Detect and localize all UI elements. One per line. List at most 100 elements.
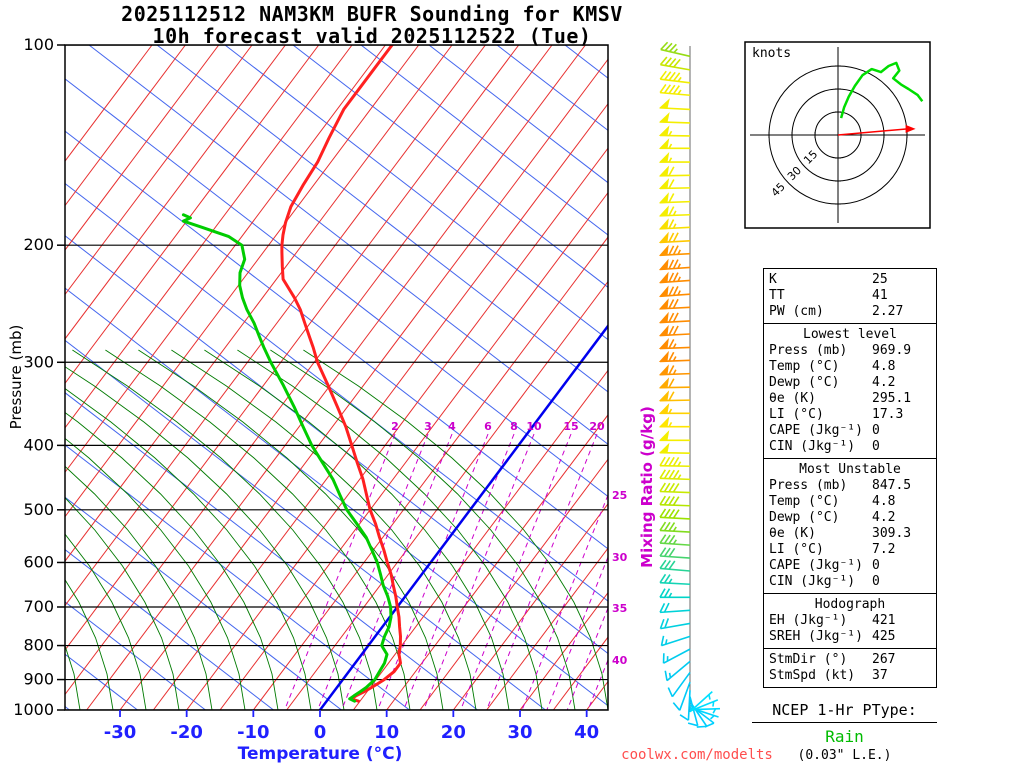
table-row-label: θe (K) (769, 526, 816, 541)
table-row-label: Dewp (°C) (769, 510, 840, 525)
table-row-label: θe (K) (769, 391, 816, 406)
svg-text:10: 10 (374, 722, 399, 743)
table-section: Lowest level Press (mb) 969.9 Temp (°C) 4.8 D… (764, 323, 936, 458)
table-row-value: 421 (872, 613, 896, 628)
wind-barb (658, 271, 691, 284)
svg-text:35: 35 (612, 602, 627, 615)
table-row: Dewp (°C) 4.2 (769, 375, 931, 391)
table-section-header: Most Unstable (799, 462, 901, 477)
svg-text:8: 8 (510, 420, 518, 433)
wind-barb (672, 681, 691, 711)
dewpoint-trace (181, 213, 393, 703)
table-row: Temp (°C) 4.8 (769, 359, 931, 375)
svg-text:15: 15 (563, 420, 578, 433)
wind-barb (658, 218, 691, 230)
table-row: Dewp (°C) 4.2 (769, 510, 931, 526)
table-row: Press (mb) 847.5 (769, 478, 931, 494)
table-row-value: 37 (872, 668, 888, 683)
table-row-value: 847.5 (872, 478, 912, 493)
wind-barb (659, 521, 691, 533)
plot-border (64, 44, 609, 711)
table-row-label: K (769, 272, 777, 287)
wind-barb (660, 41, 691, 58)
wind-barb (658, 338, 691, 350)
table-section-header: Lowest level (803, 327, 897, 342)
svg-text:10: 10 (526, 420, 542, 433)
table-row-value: 4.8 (872, 494, 896, 509)
table-row: CIN (Jkg⁻¹) 0 (769, 574, 931, 590)
table-row: StmSpd (kt) 37 (769, 668, 931, 684)
table-row-label: CAPE (Jkg⁻¹) (769, 558, 863, 573)
table-row-label: PW (cm) (769, 304, 824, 319)
table-row-label: Press (mb) (769, 478, 848, 493)
table-row-value: 2.27 (872, 304, 904, 319)
wind-barb (664, 660, 691, 682)
svg-text:20: 20 (441, 722, 466, 743)
wind-barb (658, 165, 691, 177)
wind-barb (658, 285, 691, 298)
wind-barb (658, 403, 690, 415)
wind-barb (659, 482, 691, 494)
temperature-trace (280, 45, 402, 703)
svg-text:0: 0 (314, 722, 327, 743)
wind-barb (659, 56, 691, 71)
table-row-value: 0 (872, 423, 880, 438)
svg-text:25: 25 (612, 489, 627, 502)
table-row: LI (°C) 17.3 (769, 407, 931, 423)
svg-text:600: 600 (23, 552, 54, 571)
table-row-value: 309.3 (872, 526, 912, 541)
svg-text:-10: -10 (237, 722, 270, 743)
svg-text:300: 300 (23, 352, 54, 371)
wind-barb (659, 547, 691, 559)
svg-text:20: 20 (589, 420, 605, 433)
svg-text:700: 700 (23, 597, 54, 616)
table-row: θe (K) 295.1 (769, 391, 931, 407)
table-row-label: SREH (Jkg⁻¹) (769, 629, 863, 644)
wind-barb (659, 70, 691, 84)
svg-text:30: 30 (612, 551, 628, 564)
wind-barb (659, 559, 691, 572)
hodograph-trace (839, 61, 924, 119)
hodograph-units-label: knots (752, 46, 792, 61)
table-row: Temp (°C) 4.8 (769, 494, 931, 510)
wind-barb (658, 178, 691, 190)
storm-motion-vector (837, 128, 908, 136)
table-row-label: CIN (Jkg⁻¹) (769, 439, 856, 454)
table-row-label: CIN (Jkg⁻¹) (769, 574, 856, 589)
table-row-label: LI (°C) (769, 542, 824, 557)
wind-barb (659, 618, 691, 630)
table-row-value: 0 (872, 558, 880, 573)
table-row: LI (°C) 7.2 (769, 542, 931, 558)
svg-text:500: 500 (23, 500, 54, 519)
skewt-grid (65, 45, 608, 710)
svg-text:6: 6 (484, 420, 492, 433)
wind-barb (659, 588, 690, 599)
wind-barb (658, 298, 691, 310)
page-title: 2025112512 NAM3KM BUFR Sounding for KMSV (121, 2, 623, 26)
wind-barb (659, 534, 691, 546)
table-row-label: Press (mb) (769, 343, 848, 358)
wind-barb (658, 442, 691, 455)
svg-text:1000: 1000 (13, 700, 54, 719)
table-row-value: 7.2 (872, 542, 896, 557)
table-row-label: Dewp (°C) (769, 375, 840, 390)
wind-barb (659, 602, 691, 614)
svg-text:400: 400 (23, 435, 54, 454)
pressure-axis-label: Pressure (mb) (7, 324, 25, 430)
wind-barb (659, 495, 691, 507)
table-row-value: 25 (872, 272, 888, 287)
wind-barb (658, 258, 691, 271)
table-section-header: Hodograph (814, 597, 886, 612)
table-row: CIN (Jkg⁻¹) 0 (769, 439, 931, 455)
svg-text:100: 100 (23, 35, 54, 54)
wind-barb (659, 456, 691, 468)
svg-text:900: 900 (23, 670, 54, 689)
table-row-label: TT (769, 288, 785, 303)
wind-barb (662, 648, 691, 664)
table-row-value: 4.2 (872, 375, 896, 390)
table-row: EH (Jkg⁻¹) 421 (769, 613, 931, 629)
wind-barb (659, 83, 691, 97)
wind-barb (658, 112, 691, 124)
wind-barb (658, 430, 690, 442)
